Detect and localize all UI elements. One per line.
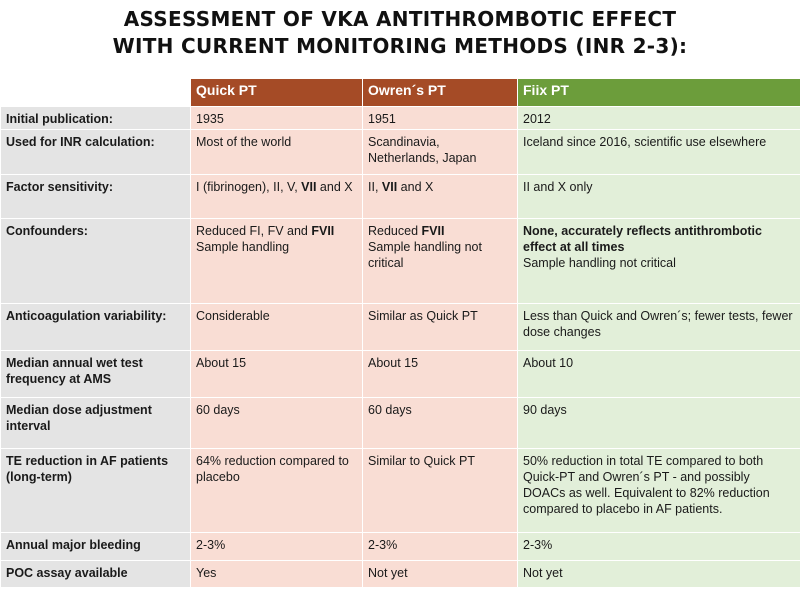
table-row: Used for INR calculation: Most of the wo… xyxy=(0,129,800,175)
quick-cell: 2-3% xyxy=(190,532,363,561)
comparison-table: Quick PT Owren´s PT Fiix PT Initial publ… xyxy=(0,78,800,588)
owren-cell: Similar to Quick PT xyxy=(362,448,518,533)
table-row: Factor sensitivity: I (fibrinogen), II, … xyxy=(0,174,800,219)
fiix-cell: Not yet xyxy=(517,560,800,588)
fiix-cell: 50% reduction in total TE compared to bo… xyxy=(517,448,800,533)
table-row: Median annual wet test frequency at AMS … xyxy=(0,350,800,398)
page-title: ASSESSMENT OF VKA ANTITHROMBOTIC EFFECT … xyxy=(0,6,800,60)
owren-cell: Reduced FVII Sample handling not critical xyxy=(362,218,518,304)
title-line-2: WITH CURRENT MONITORING METHODS (INR 2-3… xyxy=(112,34,688,58)
quick-cell: 64% reduction compared to placebo xyxy=(190,448,363,533)
row-label: Confounders: xyxy=(0,218,191,304)
table-row: Confounders: Reduced FI, FV and FVII Samp… xyxy=(0,218,800,304)
fiix-cell: 2-3% xyxy=(517,532,800,561)
cell-text: Reduced xyxy=(368,224,422,238)
owren-cell: 1951 xyxy=(362,106,518,130)
fiix-cell: II and X only xyxy=(517,174,800,219)
owren-cell: 2-3% xyxy=(362,532,518,561)
table-row: Anticoagulation variability: Considerabl… xyxy=(0,303,800,351)
quick-cell: I (fibrinogen), II, V, VII and X xyxy=(190,174,363,219)
title-line-1: ASSESSMENT OF VKA ANTITHROMBOTIC EFFECT xyxy=(123,7,677,31)
cell-text-bold: FVII xyxy=(311,224,335,238)
header-owren-pt: Owren´s PT xyxy=(362,78,518,107)
quick-cell: Considerable xyxy=(190,303,363,351)
table-row: POC assay available Yes Not yet Not yet xyxy=(0,560,800,588)
cell-text-bold: VII xyxy=(301,180,317,194)
row-label: Anticoagulation variability: xyxy=(0,303,191,351)
owren-cell: 60 days xyxy=(362,397,518,449)
header-fiix-pt: Fiix PT xyxy=(517,78,800,107)
header-quick-pt: Quick PT xyxy=(190,78,363,107)
cell-text-bold: None, accurately reflects antithrombotic… xyxy=(523,224,762,254)
fiix-cell: 2012 xyxy=(517,106,800,130)
fiix-cell: None, accurately reflects antithrombotic… xyxy=(517,218,800,304)
quick-cell: 60 days xyxy=(190,397,363,449)
header-empty xyxy=(0,78,191,107)
owren-cell: Similar as Quick PT xyxy=(362,303,518,351)
quick-cell: About 15 xyxy=(190,350,363,398)
fiix-cell: Iceland since 2016, scientific use elsew… xyxy=(517,129,800,175)
cell-line: Reduced FVII xyxy=(368,223,512,239)
fiix-cell: About 10 xyxy=(517,350,800,398)
cell-line: Sample handling not critical xyxy=(368,240,482,270)
cell-line: Sample handling xyxy=(196,240,290,254)
cell-line: Sample handling not critical xyxy=(523,256,676,270)
owren-cell: About 15 xyxy=(362,350,518,398)
cell-text: Reduced FI, FV and xyxy=(196,224,312,238)
quick-cell: Reduced FI, FV and FVII Sample handling xyxy=(190,218,363,304)
row-label: Median dose adjustment interval xyxy=(0,397,191,449)
row-label: Used for INR calculation: xyxy=(0,129,191,175)
table-row: Initial publication: 1935 1951 2012 xyxy=(0,106,800,130)
owren-cell: II, VII and X xyxy=(362,174,518,219)
cell-text-bold: FVII xyxy=(421,224,445,238)
owren-cell: Not yet xyxy=(362,560,518,588)
fiix-cell: Less than Quick and Owren´s; fewer tests… xyxy=(517,303,800,351)
table-row: TE reduction in AF patients (long-term) … xyxy=(0,448,800,533)
cell-text: and X xyxy=(397,180,434,194)
cell-text: I (fibrinogen), II, V, xyxy=(196,180,302,194)
table-row: Annual major bleeding 2-3% 2-3% 2-3% xyxy=(0,532,800,561)
quick-cell: Most of the world xyxy=(190,129,363,175)
row-label: Annual major bleeding xyxy=(0,532,191,561)
fiix-cell: 90 days xyxy=(517,397,800,449)
row-label: POC assay available xyxy=(0,560,191,588)
row-label: Median annual wet test frequency at AMS xyxy=(0,350,191,398)
cell-text: and X xyxy=(316,180,353,194)
cell-text: II, xyxy=(368,180,382,194)
table-row: Median dose adjustment interval 60 days … xyxy=(0,397,800,449)
quick-cell: Yes xyxy=(190,560,363,588)
row-label: TE reduction in AF patients (long-term) xyxy=(0,448,191,533)
cell-line: Reduced FI, FV and FVII xyxy=(196,223,357,239)
quick-cell: 1935 xyxy=(190,106,363,130)
table-header-row: Quick PT Owren´s PT Fiix PT xyxy=(0,78,800,107)
row-label: Factor sensitivity: xyxy=(0,174,191,219)
row-label: Initial publication: xyxy=(0,106,191,130)
cell-text-bold: VII xyxy=(381,180,398,194)
owren-cell: Scandinavia, Netherlands, Japan xyxy=(362,129,518,175)
